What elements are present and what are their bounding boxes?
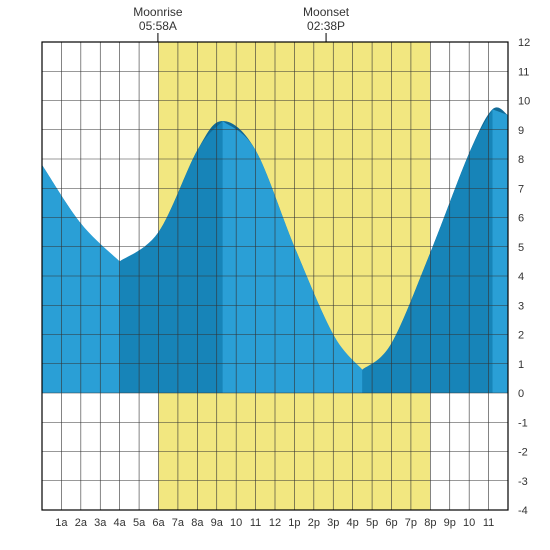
x-tick-label: 12	[269, 517, 281, 529]
x-tick-label: 7p	[405, 517, 417, 529]
y-tick-label: 11	[518, 66, 529, 78]
x-tick-label: 11	[250, 517, 261, 529]
y-tick-label: -1	[518, 417, 528, 429]
moonset-label: Moonset	[303, 5, 350, 19]
x-tick-label: 5p	[366, 517, 378, 529]
y-tick-label: 9	[518, 125, 524, 137]
y-tick-label: -4	[518, 505, 528, 517]
y-tick-label: 7	[518, 183, 524, 195]
y-tick-label: -3	[518, 476, 528, 488]
y-tick-label: 8	[518, 154, 524, 166]
y-tick-label: 1	[518, 359, 524, 371]
x-tick-label: 6a	[152, 517, 165, 529]
tide-segment-4	[492, 109, 508, 393]
x-tick-label: 3p	[327, 517, 339, 529]
y-tick-label: 3	[518, 300, 524, 312]
y-tick-label: 10	[518, 96, 530, 108]
x-tick-label: 7a	[172, 517, 185, 529]
x-tick-label: 6p	[385, 517, 397, 529]
moonrise-time: 05:58A	[139, 19, 177, 33]
x-tick-label: 1p	[288, 517, 300, 529]
x-tick-label: 2a	[75, 517, 88, 529]
x-tick-label: 4a	[114, 517, 127, 529]
tide-chart: -4-3-2-101234567891011121a2a3a4a5a6a7a8a…	[0, 0, 550, 550]
y-tick-label: 12	[518, 37, 530, 49]
x-tick-label: 10	[463, 517, 475, 529]
x-tick-label: 3a	[94, 517, 107, 529]
x-tick-label: 1a	[55, 517, 68, 529]
y-tick-label: 5	[518, 242, 524, 254]
x-tick-label: 4p	[347, 517, 359, 529]
x-tick-label: 9p	[444, 517, 456, 529]
x-tick-label: 11	[483, 517, 494, 529]
y-tick-label: 0	[518, 388, 524, 400]
y-tick-label: 6	[518, 213, 524, 225]
x-tick-label: 5a	[133, 517, 146, 529]
x-tick-label: 9a	[211, 517, 224, 529]
x-tick-label: 8p	[424, 517, 436, 529]
chart-svg: -4-3-2-101234567891011121a2a3a4a5a6a7a8a…	[0, 0, 550, 550]
x-tick-label: 10	[230, 517, 242, 529]
y-tick-label: 4	[518, 271, 524, 283]
x-tick-label: 2p	[308, 517, 320, 529]
moonset-time: 02:38P	[307, 19, 345, 33]
y-tick-label: 2	[518, 330, 524, 342]
moonrise-label: Moonrise	[133, 5, 183, 19]
x-tick-label: 8a	[191, 517, 204, 529]
y-tick-label: -2	[518, 447, 528, 459]
